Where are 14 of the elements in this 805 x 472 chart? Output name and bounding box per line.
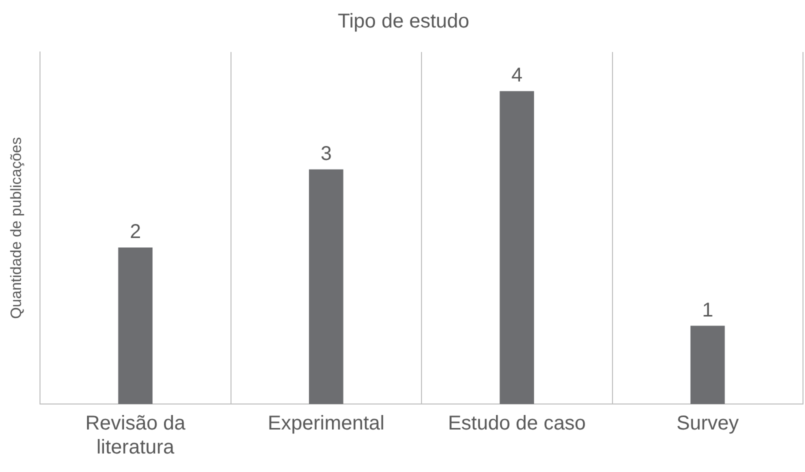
x-tick-label: Experimental bbox=[268, 412, 384, 435]
data-label: 3 bbox=[320, 142, 332, 165]
bar bbox=[308, 169, 344, 404]
data-label: 4 bbox=[511, 64, 522, 87]
data-label: 2 bbox=[130, 221, 141, 244]
bar bbox=[500, 91, 534, 404]
data-label: 1 bbox=[702, 299, 714, 322]
bar bbox=[118, 248, 153, 404]
x-tick-label: Revisão da literatura bbox=[85, 412, 186, 459]
x-tick-label: Estudo de caso bbox=[448, 412, 586, 435]
y-axis-title: Quantidade de publicações bbox=[8, 137, 26, 319]
bar bbox=[690, 326, 725, 404]
x-tick-label: Survey bbox=[676, 412, 739, 435]
chart-title: Tipo de estudo bbox=[338, 10, 470, 33]
